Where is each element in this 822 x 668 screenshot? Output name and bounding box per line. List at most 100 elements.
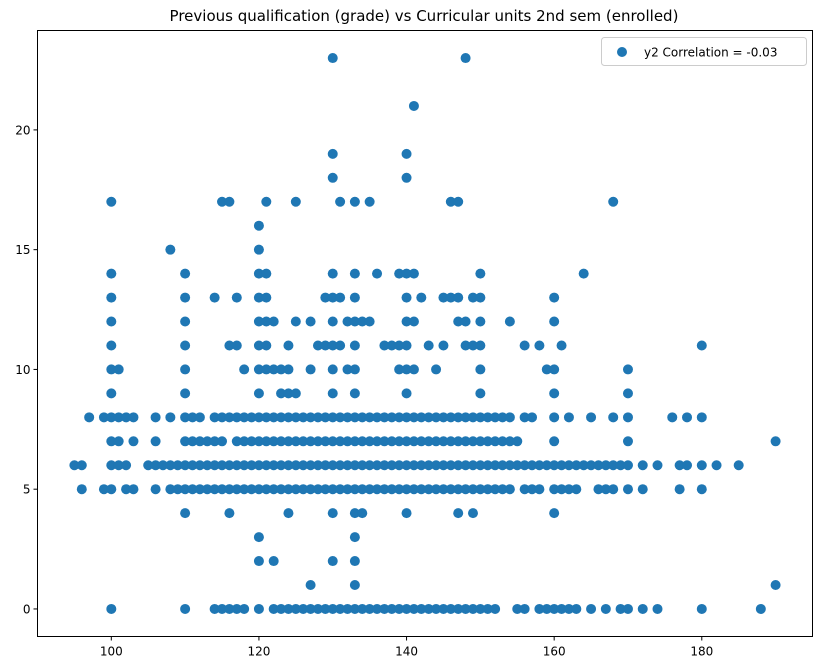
- data-point: [408, 484, 419, 495]
- data-point: [69, 460, 80, 471]
- data-point: [298, 460, 309, 471]
- data-point: [460, 460, 471, 471]
- data-point: [106, 484, 117, 495]
- data-point: [121, 412, 132, 423]
- data-point: [335, 412, 346, 423]
- data-point: [460, 53, 471, 64]
- data-point: [268, 436, 279, 447]
- data-point: [268, 460, 279, 471]
- data-point: [519, 603, 530, 614]
- data-point: [335, 340, 346, 351]
- data-point: [608, 484, 619, 495]
- data-point: [379, 340, 390, 351]
- data-point: [386, 460, 397, 471]
- data-point: [608, 412, 619, 423]
- data-point: [467, 484, 478, 495]
- data-point: [187, 436, 198, 447]
- data-point: [600, 460, 611, 471]
- data-point: [335, 460, 346, 471]
- data-point: [106, 603, 117, 614]
- data-point: [364, 196, 375, 207]
- data-point: [327, 556, 338, 567]
- data-point: [438, 412, 449, 423]
- data-point: [194, 460, 205, 471]
- data-point: [556, 603, 567, 614]
- data-point: [180, 412, 191, 423]
- data-point: [608, 460, 619, 471]
- data-point: [357, 508, 368, 519]
- data-point: [453, 460, 464, 471]
- data-point: [128, 484, 139, 495]
- data-point: [423, 436, 434, 447]
- data-point: [696, 412, 707, 423]
- data-point: [401, 364, 412, 375]
- data-point: [209, 460, 220, 471]
- data-point: [231, 436, 242, 447]
- data-point: [224, 340, 235, 351]
- data-point: [586, 412, 597, 423]
- data-point: [460, 316, 471, 327]
- data-point: [497, 436, 508, 447]
- data-point: [431, 460, 442, 471]
- data-point: [386, 484, 397, 495]
- data-point: [541, 460, 552, 471]
- data-point: [209, 484, 220, 495]
- data-point: [497, 460, 508, 471]
- data-points: [69, 53, 781, 614]
- data-point: [268, 484, 279, 495]
- data-point: [453, 484, 464, 495]
- data-point: [298, 412, 309, 423]
- data-point: [217, 412, 228, 423]
- data-point: [549, 508, 560, 519]
- data-point: [106, 316, 117, 327]
- data-point: [615, 460, 626, 471]
- data-point: [290, 484, 301, 495]
- data-point: [180, 508, 191, 519]
- data-point: [224, 460, 235, 471]
- data-point: [770, 436, 781, 447]
- data-point: [431, 603, 442, 614]
- data-point: [202, 436, 213, 447]
- data-point: [253, 460, 264, 471]
- data-point: [490, 412, 501, 423]
- data-point: [401, 340, 412, 351]
- data-point: [150, 436, 161, 447]
- y-tick-label: 10: [15, 363, 30, 377]
- data-point: [202, 484, 213, 495]
- data-point: [312, 412, 323, 423]
- x-axis: 100 120 140 160 180: [100, 636, 713, 659]
- data-point: [637, 460, 648, 471]
- data-point: [438, 436, 449, 447]
- data-point: [253, 364, 264, 375]
- x-tick-label: 180: [690, 645, 713, 659]
- data-point: [379, 460, 390, 471]
- data-point: [342, 316, 353, 327]
- data-point: [438, 292, 449, 303]
- data-point: [335, 436, 346, 447]
- data-point: [549, 292, 560, 303]
- data-point: [305, 603, 316, 614]
- data-point: [423, 484, 434, 495]
- data-point: [349, 292, 360, 303]
- data-point: [224, 508, 235, 519]
- data-point: [194, 484, 205, 495]
- data-point: [467, 412, 478, 423]
- data-point: [253, 603, 264, 614]
- data-point: [401, 316, 412, 327]
- data-point: [682, 412, 693, 423]
- data-point: [290, 412, 301, 423]
- data-point: [755, 603, 766, 614]
- data-point: [571, 484, 582, 495]
- data-point: [187, 460, 198, 471]
- data-point: [268, 603, 279, 614]
- data-point: [372, 484, 383, 495]
- data-point: [298, 436, 309, 447]
- data-point: [475, 436, 486, 447]
- data-point: [467, 436, 478, 447]
- data-point: [106, 196, 117, 207]
- data-point: [290, 388, 301, 399]
- data-point: [268, 556, 279, 567]
- data-point: [305, 580, 316, 590]
- data-point: [438, 460, 449, 471]
- data-point: [106, 436, 117, 447]
